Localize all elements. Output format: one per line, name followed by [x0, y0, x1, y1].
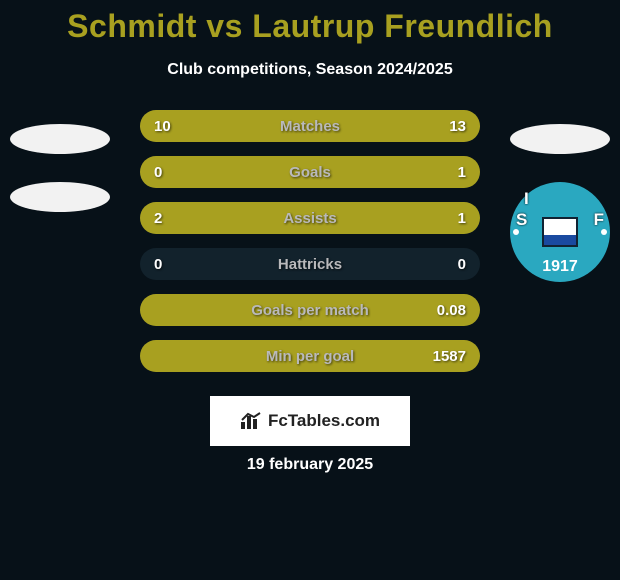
page-title: Schmidt vs Lautrup Freundlich: [0, 0, 620, 45]
stat-row: 1587Min per goal: [140, 340, 480, 372]
right-team-column: S I F 1917: [500, 110, 620, 282]
sif-club-logo-icon: S I F 1917: [510, 182, 610, 282]
stat-bars: 1013Matches01Goals21Assists00Hattricks0.…: [140, 110, 480, 372]
stat-right-value: 0: [444, 248, 480, 280]
bars-icon: [240, 412, 262, 430]
brand-badge: FcTables.com: [210, 396, 410, 446]
stat-left-value: 0: [140, 248, 176, 280]
left-team-column: [0, 110, 120, 212]
placeholder-icon: [10, 182, 110, 212]
stat-right-value: 0.08: [423, 294, 480, 326]
placeholder-icon: [10, 124, 110, 154]
stat-right-value: 1: [444, 156, 480, 188]
stat-row: 01Goals: [140, 156, 480, 188]
brand-text: FcTables.com: [268, 411, 380, 431]
stat-right-value: 1587: [419, 340, 480, 372]
stat-row: 0 0Hattricks: [140, 248, 480, 280]
placeholder-icon: [510, 124, 610, 154]
bar-fill-right: [201, 156, 480, 188]
date-text: 19 february 2025: [0, 456, 620, 474]
stat-left-value: 0: [140, 156, 176, 188]
stat-row: 1013Matches: [140, 110, 480, 142]
stat-left-value: [140, 294, 168, 326]
stat-left-value: [140, 340, 168, 372]
stat-left-value: 2: [140, 202, 176, 234]
stat-row: 21Assists: [140, 202, 480, 234]
stat-row: 0.08Goals per match: [140, 294, 480, 326]
stat-left-value: 10: [140, 110, 185, 142]
stat-right-value: 1: [444, 202, 480, 234]
stat-right-value: 13: [435, 110, 480, 142]
stat-label: Hattricks: [140, 248, 480, 280]
subtitle: Club competitions, Season 2024/2025: [0, 61, 620, 79]
